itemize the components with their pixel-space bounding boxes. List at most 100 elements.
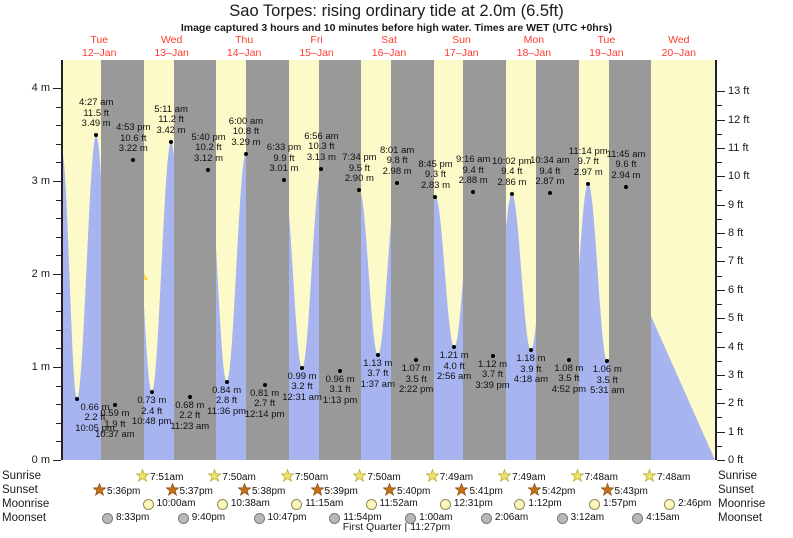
tide-ft: 4.0 ft (443, 360, 465, 372)
tide-ft: 9.3 ft (424, 169, 447, 181)
tide-ft: 9.4 ft (539, 165, 561, 177)
tide-ft: 9.7 ft (577, 156, 599, 168)
moonrise-time: 10:38am (230, 498, 270, 509)
axis-tick (717, 460, 725, 461)
low-tide-dot (262, 382, 267, 387)
high-tide-dot (395, 180, 400, 185)
low-tide-label: 0.59 m 1.9 ft 10:37 am (95, 409, 135, 441)
low-tide-label: 0.81 m 2.7 ft 12:14 pm (245, 388, 285, 421)
moonrise-item: 12:31pm (439, 497, 493, 511)
day-date: 17–Jan (444, 46, 479, 59)
sunset-star-icon (600, 483, 614, 501)
low-tide-dot (490, 353, 495, 358)
sunrise-star-icon (208, 469, 222, 487)
high-tide-label: 8:01 am 9.8 ft 2.98 m (380, 145, 414, 178)
sunrise-item: 7:50am (353, 469, 401, 483)
day-of-week: Sat (381, 34, 397, 46)
moonset-item: 2:06am (480, 511, 528, 525)
axis-tick (717, 360, 722, 362)
moonrise-row-label-right: Moonrise (718, 498, 766, 510)
low-tide-dot (375, 352, 380, 357)
day-of-week: Tue (597, 34, 616, 46)
day-header-16–jan: Sat 16–Jan (349, 34, 429, 59)
axis-tick (56, 311, 61, 313)
sunset-star-icon (455, 483, 469, 501)
tide-ft: 10.6 ft (120, 132, 147, 144)
moonset-item: 8:33pm (101, 511, 149, 525)
high-tide-dot (131, 158, 136, 163)
low-tide-dot (528, 348, 533, 353)
axis-tick-label-right: 2 ft (728, 397, 744, 410)
tide-time: 3:39 pm (475, 379, 510, 391)
axis-tick (717, 162, 722, 164)
high-tide-label: 10:02 pm 9.4 ft 2.86 m (492, 156, 532, 189)
tide-ft: 3.9 ft (520, 363, 542, 375)
high-tide-label: 11:45 am 9.6 ft 2.94 m (607, 149, 646, 182)
tide-ft: 9.9 ft (273, 152, 295, 164)
day-of-week: Tue (90, 34, 109, 46)
high-tide-label: 9:16 am 9.4 ft 2.88 m (456, 155, 490, 187)
axis-tick (56, 218, 61, 220)
tide-ft: 9.8 ft (386, 155, 408, 167)
day-header-19–jan: Tue 19–Jan (566, 34, 646, 59)
moonset-moon-icon (329, 513, 342, 527)
day-date: 13–Jan (154, 46, 189, 59)
moonrise-moon-icon (589, 499, 602, 513)
axis-tick (717, 233, 725, 235)
tide-ft: 10.3 ft (308, 141, 335, 153)
day-header-12–jan: Tue 12–Jan (59, 34, 139, 59)
tide-ft: 2.7 ft (254, 398, 276, 410)
high-tide-label: 4:53 pm 10.6 ft 3.22 m (116, 123, 150, 155)
low-tide-label: 0.73 m 2.4 ft 10:48 pm (132, 396, 172, 428)
sunrise-time: 7:50am (222, 472, 256, 483)
axis-tick-label-right: 10 ft (728, 170, 750, 183)
axis-tick (56, 236, 61, 238)
tide-time: 10:48 pm (131, 416, 172, 428)
sunset-time: 5:38pm (252, 486, 286, 497)
axis-tick (717, 445, 722, 447)
axis-tick-label-right: 12 ft (728, 113, 750, 126)
tide-m: 3.12 m (193, 152, 224, 164)
low-tide-dot (414, 358, 419, 363)
axis-tick (56, 329, 61, 331)
tide-m: 2.88 m (458, 175, 488, 187)
tide-time: 6:56 am (304, 130, 339, 142)
axis-tick-label-left: 4 m (31, 81, 50, 94)
sunrise-row-label-right: Sunrise (718, 470, 757, 482)
tide-ft: 9.4 ft (501, 166, 523, 178)
day-header-18–jan: Mon 18–Jan (494, 34, 574, 59)
sunrise-time: 7:48am (657, 472, 691, 483)
axis-tick (717, 332, 722, 334)
axis-tick (717, 374, 725, 376)
tide-m: 2.86 m (497, 176, 527, 188)
night-band (101, 60, 145, 460)
tide-time: 10:37 am (95, 429, 135, 441)
sunrise-item: 7:49am (498, 469, 546, 483)
low-tide-label: 0.66 m 2.2 ft 10:05 pm (75, 401, 115, 435)
tide-m: 2.98 m (382, 165, 412, 177)
moon-phase-caption: First Quarter | 11:27pm (342, 521, 451, 533)
tide-ft: 10.2 ft (195, 142, 222, 154)
moonrise-moon-icon (514, 499, 527, 513)
axis-tick (53, 87, 61, 89)
axis-tick (56, 255, 61, 257)
tide-ft: 3.2 ft (291, 381, 313, 393)
moonrise-moon-icon (664, 499, 677, 513)
axis-tick (717, 417, 722, 419)
moonrise-time: 11:52am (379, 498, 418, 509)
tide-m: 2.87 m (535, 176, 565, 188)
high-tide-dot (281, 178, 286, 182)
moonset-moon-icon (556, 513, 570, 527)
sunrise-star-icon (136, 469, 150, 487)
high-tide-dot (547, 191, 552, 196)
tide-time: 11:23 am (170, 420, 210, 432)
tide-m: 0.66 m (80, 401, 110, 413)
tide-time: 12:31 am (282, 391, 322, 403)
tide-m: 0.73 m (137, 395, 167, 407)
sunrise-item: 7:50am (208, 469, 256, 483)
tide-m: 1.21 m (439, 350, 469, 362)
sunset-item: 5:43pm (600, 483, 648, 497)
tide-ft: 3.5 ft (558, 373, 580, 385)
low-tide-label: 1.13 m 3.7 ft 1:37 am (361, 358, 395, 391)
